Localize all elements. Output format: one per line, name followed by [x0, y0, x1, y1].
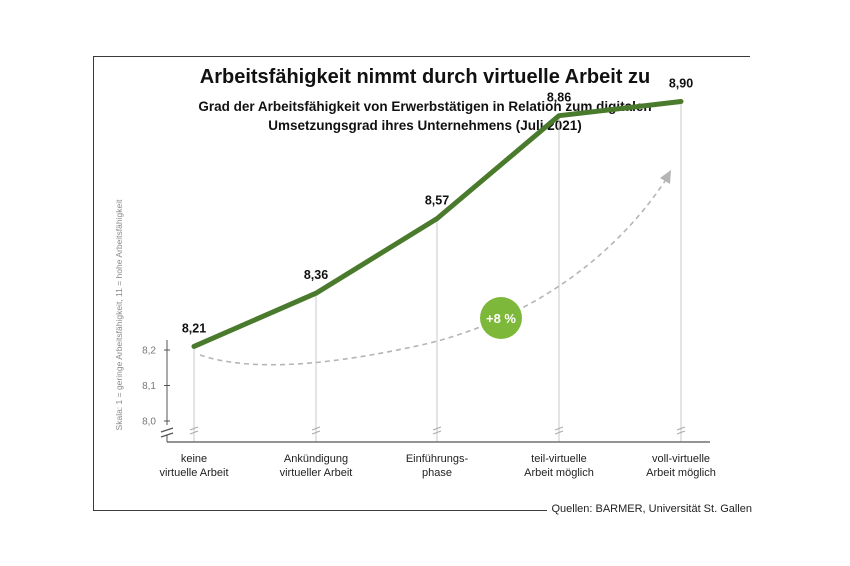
y-tick-label-1: 8,1 [142, 381, 156, 392]
y-tick-label-2: 8,2 [142, 346, 156, 357]
x-tick-label-4-0: voll-virtuelle [652, 453, 710, 465]
x-tick-label-1-0: Ankündigung [284, 453, 348, 465]
series-line [191, 99, 684, 349]
growth-badge [480, 297, 522, 339]
growth-badge-label: +8 % [486, 311, 516, 326]
chart-subtitle: Grad der Arbeitsfähigkeit von Erwerbstät… [198, 99, 652, 133]
x-tick-label-0-1: virtuelle Arbeit [159, 467, 228, 479]
x-tick-label-1-1: virtueller Arbeit [280, 467, 353, 479]
guide-break-mark-2 [432, 426, 442, 435]
x-tick-label-0-0: keine [181, 453, 207, 465]
x-tick-label-3-1: Arbeit möglich [524, 467, 594, 479]
x-tick-label-3-0: teil-virtuelle [531, 453, 587, 465]
x-tick-label-2-1: phase [422, 467, 452, 479]
guide-break-mark-0 [189, 426, 199, 435]
data-label-2: 8,57 [425, 194, 449, 208]
data-label-4: 8,90 [669, 77, 693, 91]
trend-arrow-head [660, 170, 671, 184]
y-axis-title: Skala: 1 = geringe Arbeitsfähigkeit, 11 … [114, 199, 124, 431]
data-label-3: 8,86 [547, 91, 571, 105]
y-tick-label-0: 8,0 [142, 417, 156, 428]
x-tick-label-4-1: Arbeit möglich [646, 467, 716, 479]
source-note: Quellen: BARMER, Universität St. Gallen [547, 503, 752, 515]
guide-break-mark-3 [554, 426, 564, 435]
chart-frame [93, 56, 750, 511]
guide-break-mark-1 [311, 426, 321, 435]
guide-break-mark-4 [676, 426, 686, 435]
x-tick-label-2-0: Einführungs- [406, 453, 469, 465]
data-label-1: 8,36 [304, 268, 328, 282]
data-label-0: 8,21 [182, 321, 206, 335]
chart-title: Arbeitsfähigkeit nimmt durch virtuelle A… [199, 66, 651, 88]
